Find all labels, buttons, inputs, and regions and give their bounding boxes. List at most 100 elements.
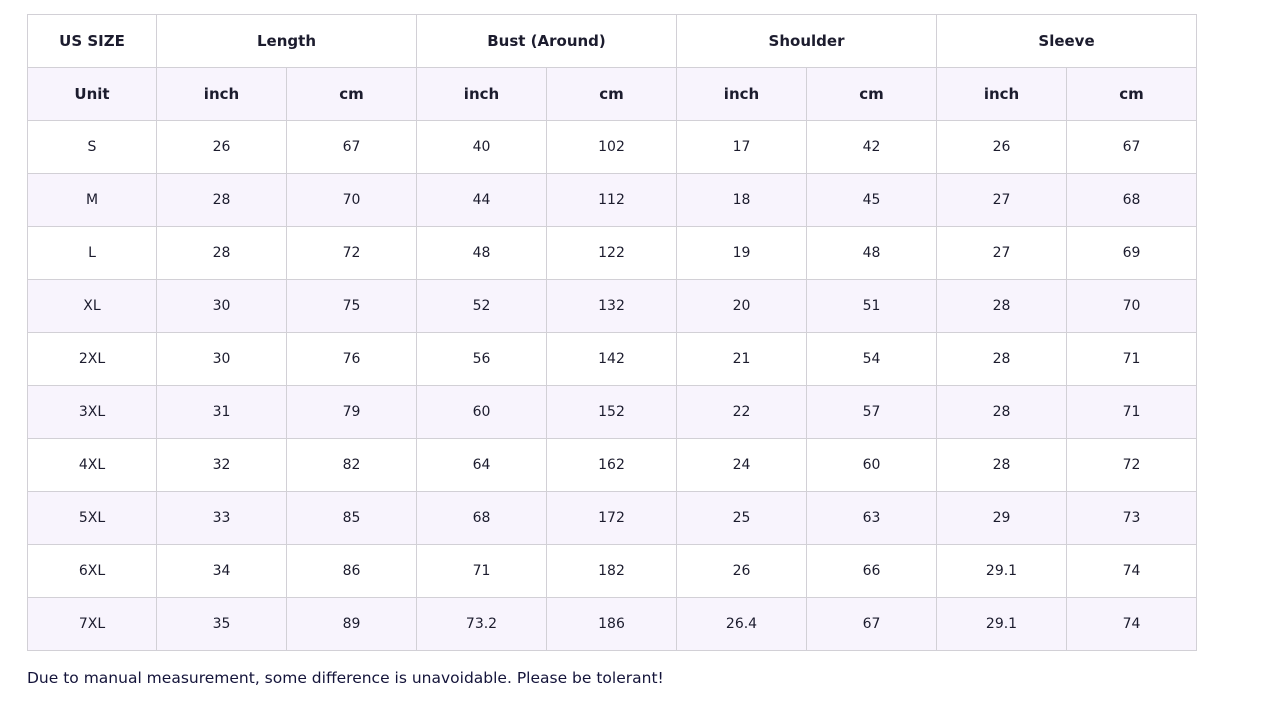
measurement-note: Due to manual measurement, some differen… bbox=[27, 669, 664, 687]
unit-cell: cm bbox=[546, 67, 677, 121]
unit-cell: cm bbox=[1066, 67, 1198, 121]
value-cell: 30 bbox=[156, 332, 287, 386]
value-cell: 30 bbox=[156, 279, 287, 333]
value-cell: 76 bbox=[286, 332, 417, 386]
size-cell: 6XL bbox=[27, 544, 157, 598]
value-cell: 29 bbox=[936, 491, 1068, 545]
table-row: 7XL 35 89 73.2 186 26.4 67 29.1 74 bbox=[27, 597, 1198, 651]
value-cell: 70 bbox=[1066, 279, 1198, 333]
value-cell: 17 bbox=[676, 120, 807, 174]
value-cell: 73 bbox=[1066, 491, 1198, 545]
value-cell: 26 bbox=[156, 120, 287, 174]
size-cell: L bbox=[27, 226, 157, 280]
value-cell: 35 bbox=[156, 597, 287, 651]
size-cell: 5XL bbox=[27, 491, 157, 545]
value-cell: 60 bbox=[805, 438, 938, 492]
value-cell: 82 bbox=[286, 438, 417, 492]
table-row: 2XL 30 76 56 142 21 54 28 71 bbox=[27, 332, 1198, 386]
table-row: L 28 72 48 122 19 48 27 69 bbox=[27, 226, 1198, 280]
value-cell: 66 bbox=[805, 544, 938, 598]
table-row: 5XL 33 85 68 172 25 63 29 73 bbox=[27, 491, 1198, 545]
value-cell: 71 bbox=[416, 544, 547, 598]
unit-cell: inch bbox=[936, 67, 1068, 121]
value-cell: 71 bbox=[1066, 385, 1198, 439]
header-length: Length bbox=[156, 14, 417, 68]
value-cell: 26 bbox=[676, 544, 807, 598]
value-cell: 28 bbox=[156, 173, 287, 227]
value-cell: 89 bbox=[286, 597, 417, 651]
value-cell: 27 bbox=[936, 226, 1068, 280]
value-cell: 122 bbox=[546, 226, 677, 280]
value-cell: 26.4 bbox=[676, 597, 807, 651]
unit-cell: inch bbox=[676, 67, 807, 121]
value-cell: 64 bbox=[416, 438, 547, 492]
value-cell: 34 bbox=[156, 544, 287, 598]
table-row: 6XL 34 86 71 182 26 66 29.1 74 bbox=[27, 544, 1198, 598]
size-cell: XL bbox=[27, 279, 157, 333]
unit-label: Unit bbox=[27, 67, 157, 121]
table-row: XL 30 75 52 132 20 51 28 70 bbox=[27, 279, 1198, 333]
value-cell: 67 bbox=[1066, 120, 1198, 174]
table-row: S 26 67 40 102 17 42 26 67 bbox=[27, 120, 1198, 174]
table-row: 4XL 32 82 64 162 24 60 28 72 bbox=[27, 438, 1198, 492]
header-us-size: US SIZE bbox=[27, 14, 157, 68]
value-cell: 28 bbox=[936, 279, 1068, 333]
value-cell: 20 bbox=[676, 279, 807, 333]
size-cell: 4XL bbox=[27, 438, 157, 492]
value-cell: 19 bbox=[676, 226, 807, 280]
value-cell: 172 bbox=[546, 491, 677, 545]
value-cell: 28 bbox=[936, 438, 1068, 492]
value-cell: 112 bbox=[546, 173, 677, 227]
value-cell: 69 bbox=[1066, 226, 1198, 280]
value-cell: 74 bbox=[1066, 597, 1198, 651]
value-cell: 57 bbox=[805, 385, 938, 439]
value-cell: 25 bbox=[676, 491, 807, 545]
value-cell: 186 bbox=[546, 597, 677, 651]
table-row: 3XL 31 79 60 152 22 57 28 71 bbox=[27, 385, 1198, 439]
value-cell: 24 bbox=[676, 438, 807, 492]
value-cell: 31 bbox=[156, 385, 287, 439]
value-cell: 33 bbox=[156, 491, 287, 545]
value-cell: 142 bbox=[546, 332, 677, 386]
value-cell: 18 bbox=[676, 173, 807, 227]
value-cell: 73.2 bbox=[416, 597, 547, 651]
value-cell: 68 bbox=[1066, 173, 1198, 227]
value-cell: 60 bbox=[416, 385, 547, 439]
size-cell: 2XL bbox=[27, 332, 157, 386]
value-cell: 79 bbox=[286, 385, 417, 439]
value-cell: 44 bbox=[416, 173, 547, 227]
size-chart-table: US SIZE Length Bust (Around) Shoulder Sl… bbox=[27, 14, 1198, 651]
value-cell: 27 bbox=[936, 173, 1068, 227]
value-cell: 182 bbox=[546, 544, 677, 598]
value-cell: 22 bbox=[676, 385, 807, 439]
value-cell: 86 bbox=[286, 544, 417, 598]
size-cell: 7XL bbox=[27, 597, 157, 651]
size-cell: M bbox=[27, 173, 157, 227]
value-cell: 67 bbox=[805, 597, 938, 651]
unit-row: Unit inch cm inch cm inch cm inch cm bbox=[27, 67, 1198, 121]
unit-cell: cm bbox=[805, 67, 938, 121]
value-cell: 28 bbox=[936, 332, 1068, 386]
value-cell: 70 bbox=[286, 173, 417, 227]
size-cell: 3XL bbox=[27, 385, 157, 439]
value-cell: 54 bbox=[805, 332, 938, 386]
size-cell: S bbox=[27, 120, 157, 174]
value-cell: 68 bbox=[416, 491, 547, 545]
value-cell: 48 bbox=[805, 226, 938, 280]
value-cell: 28 bbox=[156, 226, 287, 280]
value-cell: 75 bbox=[286, 279, 417, 333]
value-cell: 56 bbox=[416, 332, 547, 386]
value-cell: 132 bbox=[546, 279, 677, 333]
value-cell: 29.1 bbox=[936, 597, 1068, 651]
value-cell: 29.1 bbox=[936, 544, 1068, 598]
unit-cell: inch bbox=[416, 67, 547, 121]
unit-cell: inch bbox=[156, 67, 287, 121]
value-cell: 26 bbox=[936, 120, 1068, 174]
value-cell: 71 bbox=[1066, 332, 1198, 386]
value-cell: 102 bbox=[546, 120, 677, 174]
value-cell: 28 bbox=[936, 385, 1068, 439]
header-bust: Bust (Around) bbox=[416, 14, 677, 68]
value-cell: 52 bbox=[416, 279, 547, 333]
table-body: S 26 67 40 102 17 42 26 67 M 28 70 44 112 18 45 27 68 L 28 7… bbox=[27, 120, 1198, 651]
value-cell: 21 bbox=[676, 332, 807, 386]
